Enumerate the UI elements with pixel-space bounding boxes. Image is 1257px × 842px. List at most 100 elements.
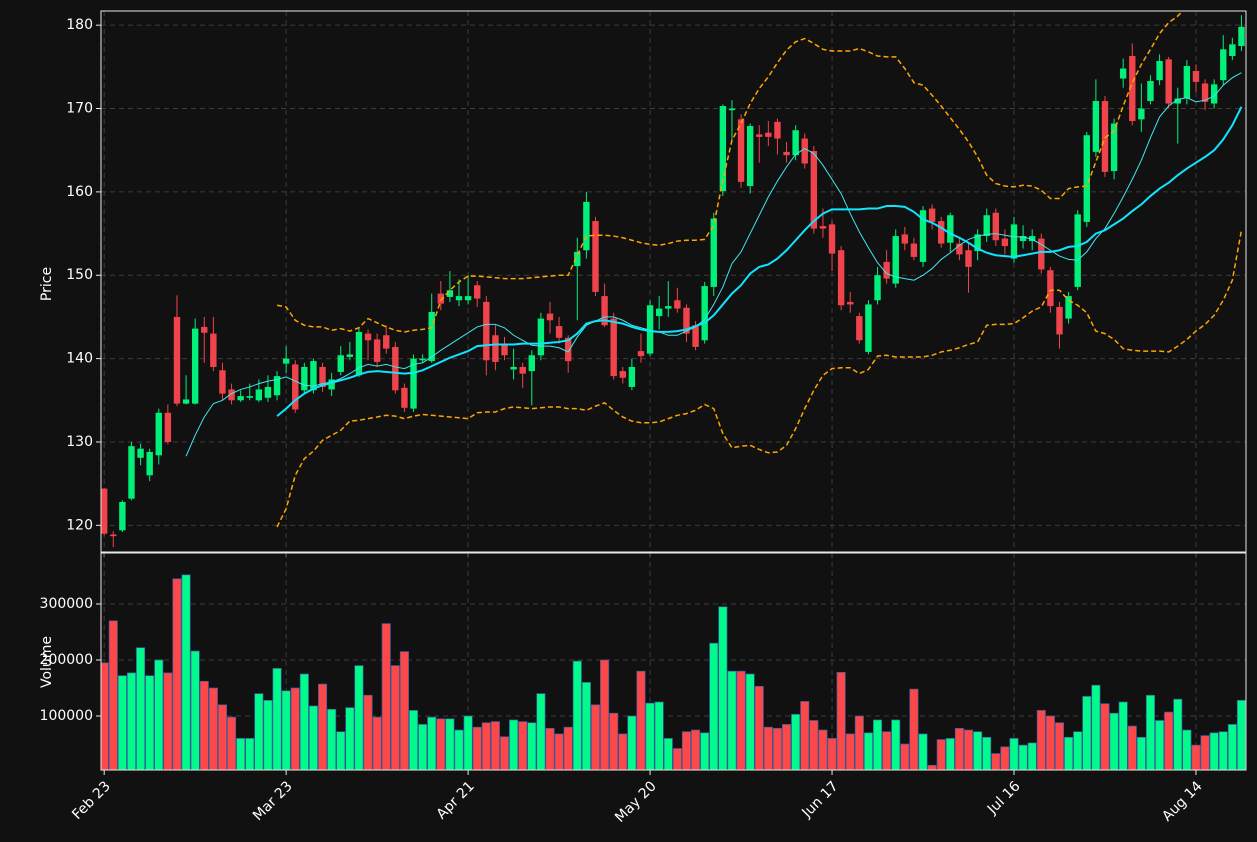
volume-bar	[499, 736, 510, 770]
volume-bar	[1036, 710, 1046, 770]
volume-bar	[563, 726, 573, 770]
volume-bar	[1182, 729, 1192, 770]
candle-body	[619, 371, 626, 378]
y-tick-label: 160	[66, 184, 93, 200]
volume-bar	[163, 672, 173, 770]
y-axis-title: Price	[39, 267, 55, 301]
volume-bar	[691, 729, 701, 770]
candle-body	[583, 201, 590, 251]
candle-body	[683, 307, 690, 334]
candle-body	[1074, 214, 1081, 287]
candle-body	[110, 534, 117, 537]
volume-bar	[117, 675, 127, 770]
volume-bar	[345, 707, 355, 770]
candle-body	[655, 308, 663, 317]
candle-body	[219, 370, 226, 394]
candle-body	[474, 285, 481, 299]
candle-body	[601, 296, 608, 326]
volume-bar	[336, 731, 346, 770]
candle-body	[837, 250, 845, 306]
indicator-line	[276, 230, 1243, 528]
candle-body	[392, 346, 399, 391]
y-tick-label: 200000	[40, 652, 93, 668]
candle-body	[819, 226, 827, 229]
candle-body	[1038, 238, 1045, 270]
volume-bar	[490, 721, 500, 770]
candle-body	[537, 318, 545, 356]
volume-bar	[399, 651, 409, 770]
candle-body	[710, 218, 717, 287]
volume-bar	[627, 715, 637, 770]
candle-body	[301, 366, 308, 391]
volume-bar	[190, 650, 200, 770]
volume-bar	[663, 738, 673, 770]
volume-bar	[927, 764, 937, 770]
volume-bar	[600, 659, 610, 770]
candle-body	[856, 316, 863, 341]
candle-body	[938, 221, 945, 244]
volume-bar	[845, 733, 855, 770]
candle-body	[1119, 68, 1127, 79]
plot-area	[101, 11, 1246, 552]
candle-body	[492, 335, 499, 362]
candle-body	[1220, 49, 1227, 81]
volume-bar	[1027, 742, 1037, 770]
candle-body	[1047, 270, 1054, 307]
candle-body	[1210, 84, 1218, 104]
candle-body	[564, 337, 572, 362]
volume-bar	[863, 732, 873, 770]
volume-bar	[1091, 684, 1101, 770]
candle-body	[983, 215, 990, 237]
candle-body	[1056, 306, 1063, 335]
candle-body	[1019, 236, 1027, 242]
volume-bar	[900, 743, 910, 770]
candle-body	[501, 345, 508, 356]
candle-body	[910, 243, 918, 257]
volume-bar	[1218, 731, 1228, 770]
candle-body	[237, 396, 244, 401]
volume-bar	[236, 738, 246, 770]
candle-body	[1238, 26, 1245, 47]
volume-bar	[672, 748, 682, 770]
volume-bar	[181, 574, 191, 770]
volume-bar	[973, 731, 983, 770]
volume-bar	[427, 716, 437, 770]
volume-bar	[1173, 698, 1183, 770]
candle-body	[610, 318, 617, 377]
volume-bar	[1109, 712, 1119, 770]
volume-bar	[754, 685, 764, 770]
candle-body	[646, 305, 654, 354]
candle-body	[255, 389, 263, 401]
y-axis-title: Volume	[39, 636, 55, 688]
candle-body	[728, 108, 736, 111]
candle-body	[355, 331, 363, 376]
indicator-line	[276, 106, 1243, 417]
volume-bar	[1236, 699, 1246, 770]
candle-body	[1156, 61, 1163, 81]
volume-bar	[1073, 731, 1083, 770]
volume-bar	[418, 724, 428, 770]
candle-body	[1165, 59, 1172, 104]
volume-bar	[782, 724, 792, 770]
volume-bar	[636, 670, 646, 770]
candle-body	[874, 275, 881, 301]
volume-bar	[481, 722, 491, 770]
volume-bar	[363, 694, 373, 770]
candle-body	[528, 355, 535, 372]
volume-bar	[882, 731, 892, 770]
volume-bar	[1136, 736, 1146, 770]
volume-bar	[327, 708, 337, 770]
candle-body	[146, 451, 153, 476]
candle-body	[210, 333, 217, 367]
volume-bar	[963, 729, 974, 770]
candle-body	[346, 354, 354, 357]
volume-bar	[700, 732, 710, 770]
volume-bar	[1064, 736, 1074, 770]
candle-body	[383, 335, 390, 349]
volume-bar	[536, 693, 546, 770]
candle-body	[637, 351, 645, 357]
candle-body	[756, 134, 763, 137]
volume-bar	[1145, 694, 1156, 770]
candle-body	[310, 361, 317, 391]
volume-bar	[408, 710, 419, 770]
